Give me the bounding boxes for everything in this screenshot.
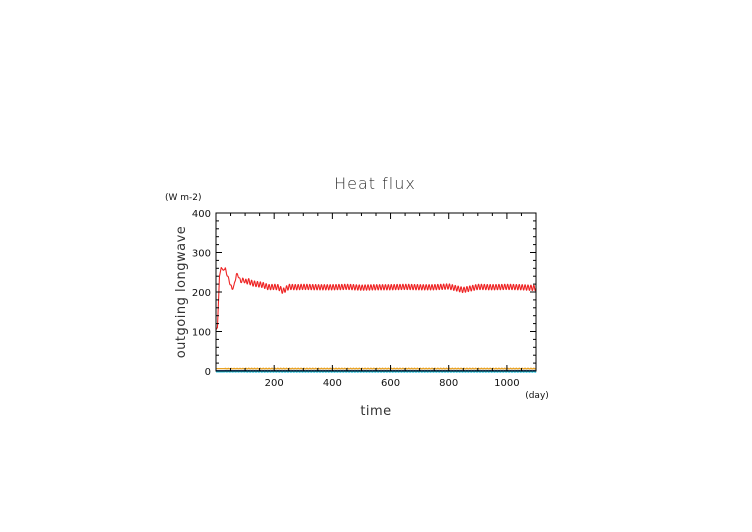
y-tick-labels: 0 100 200 300 400 <box>192 209 211 378</box>
x-tick-labels: 200 400 600 800 1000 <box>265 378 520 389</box>
series-line <box>215 370 537 373</box>
y-tick-label: 300 <box>192 249 211 260</box>
x-axis-label: time <box>360 404 391 419</box>
x-unit-label: (day) <box>525 391 549 401</box>
chart-title: Heat flux <box>334 174 416 193</box>
x-tick-label: 800 <box>439 378 458 389</box>
y-unit-label: (W m-2) <box>165 193 202 203</box>
y-tick-label: 200 <box>192 288 211 299</box>
series-line <box>215 266 537 330</box>
plot-frame <box>215 212 537 372</box>
ticks-layer <box>216 212 536 372</box>
x-tick-label: 400 <box>323 378 342 389</box>
x-tick-label: 1000 <box>494 378 519 389</box>
y-axis-label: outgoing longwave <box>174 226 189 359</box>
x-tick-label: 200 <box>265 378 284 389</box>
series-layer <box>215 266 537 373</box>
x-tick-label: 600 <box>381 378 400 389</box>
y-tick-label: 0 <box>205 367 211 378</box>
y-tick-label: 100 <box>192 328 211 339</box>
y-tick-label: 400 <box>192 209 211 220</box>
